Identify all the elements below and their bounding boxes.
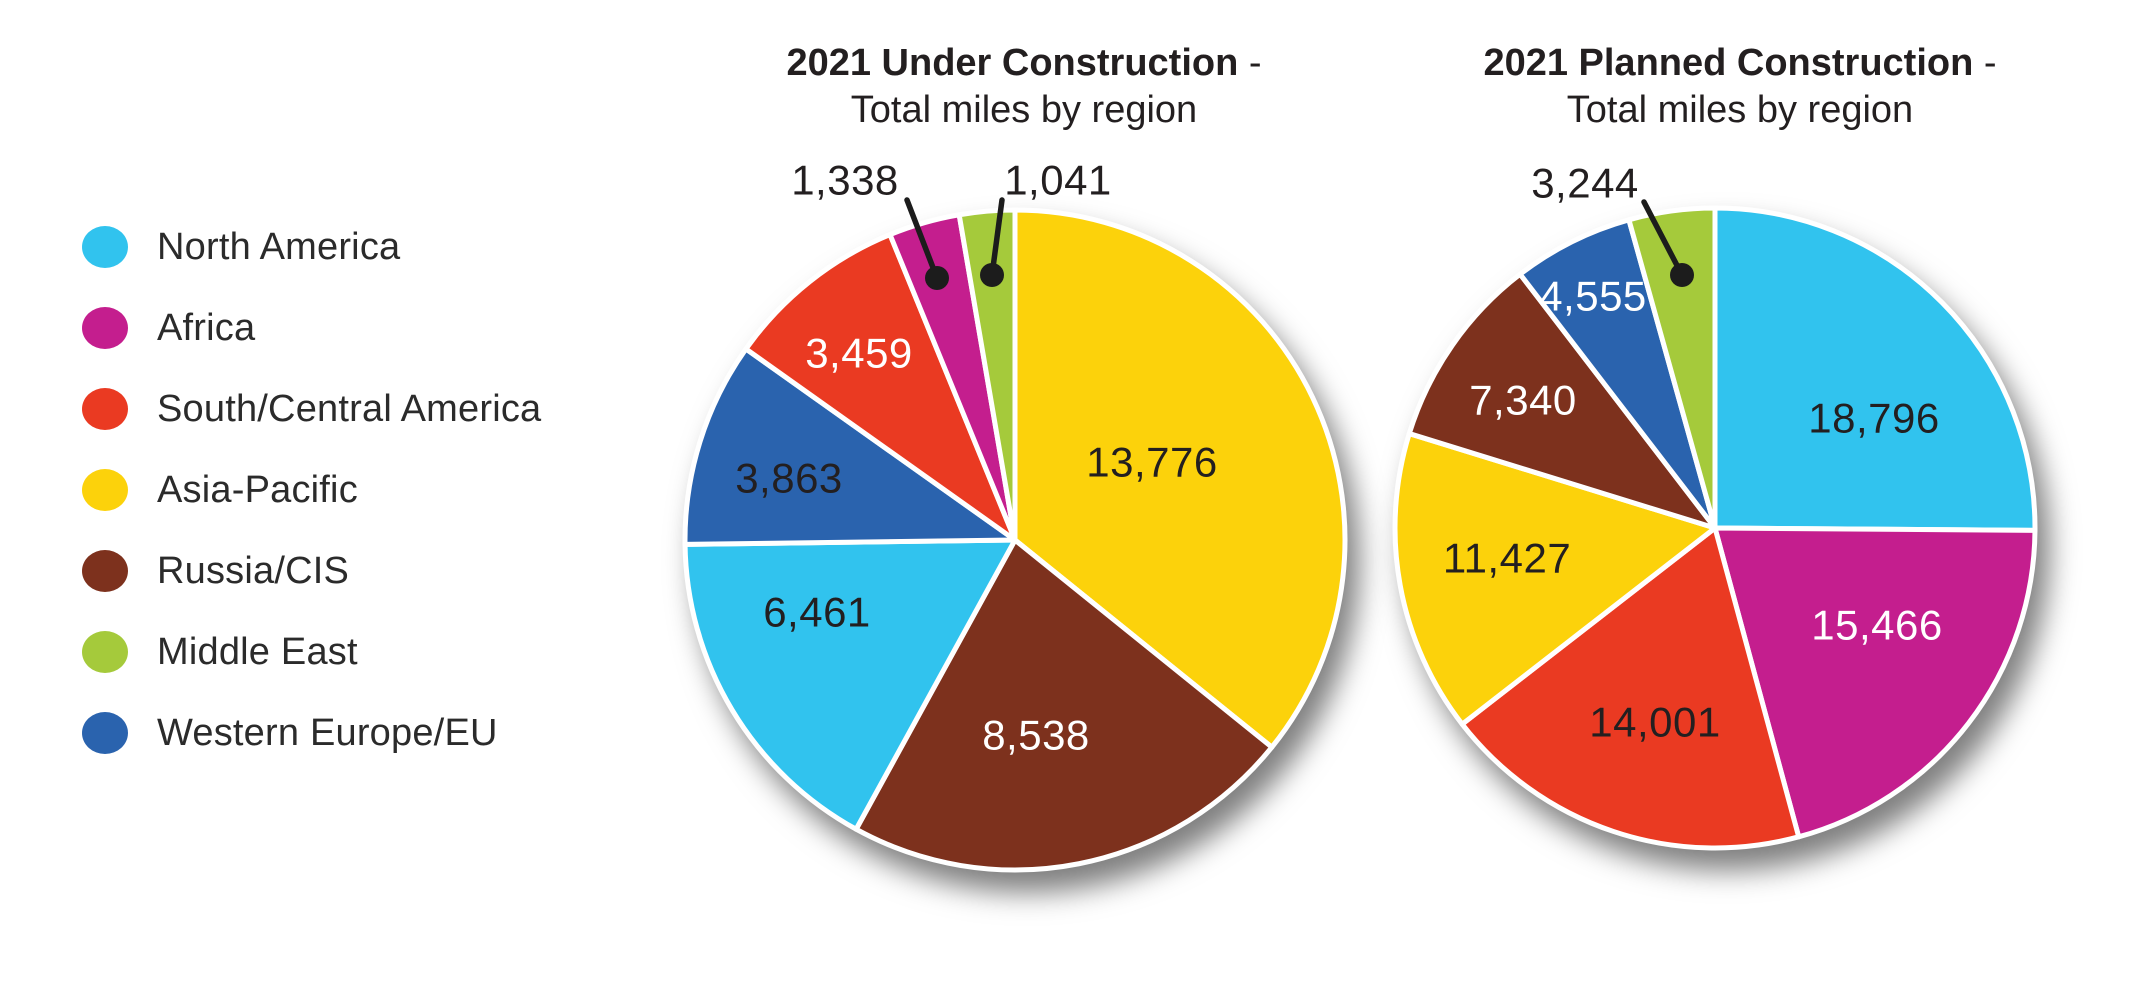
slice-value-label-middle-east: 3,244 (1531, 160, 1639, 207)
chart2-title-line1: 2021 Planned Construction - (1483, 42, 1997, 84)
legend-item-label: South/Central America (157, 387, 542, 430)
slice-value-label-africa: 1,338 (791, 157, 899, 204)
legend: North America Africa South/Central Ameri… (82, 224, 541, 791)
chart2-subtitle: Total miles by region (1566, 89, 1914, 131)
slice-value-label-asia-pacific: 11,427 (1443, 535, 1571, 582)
legend-item-middle-east: Middle East (82, 629, 541, 675)
chart1-subtitle: Total miles by region (850, 89, 1198, 131)
callout-dot-africa (925, 266, 949, 290)
pie-slice-russia-cis (853, 537, 1275, 873)
slice-value-label-russia-cis: 8,538 (982, 712, 1090, 759)
legend-color-dot-africa (82, 307, 128, 349)
slice-value-label-russia-cis: 7,340 (1469, 377, 1577, 424)
chart1-title-line1: 2021 Under Construction - (786, 42, 1262, 84)
legend-item-label: Asia-Pacific (157, 468, 358, 511)
legend-item-label: North America (157, 225, 401, 268)
slice-value-label-north-america: 18,796 (1808, 395, 1939, 442)
legend-item-western-europe-eu: Western Europe/EU (82, 710, 541, 756)
slice-value-label-north-america: 6,461 (763, 589, 871, 636)
pie-slice-south-central-america (1459, 525, 1802, 851)
pie-slice-middle-east (1626, 205, 1718, 531)
legend-color-dot-north-america (82, 226, 128, 268)
callout-line-middle-east (989, 197, 1005, 278)
legend-item-south-central-america: South/Central America (82, 386, 541, 432)
pie-slice-north-america (1712, 205, 2038, 533)
callout-dot-middle-east (980, 263, 1004, 287)
pie-slice-africa (1712, 525, 2038, 840)
callout-line-middle-east (1641, 199, 1685, 278)
legend-item-label: Africa (157, 306, 256, 349)
legend-item-russia-cis: Russia/CIS (82, 548, 541, 594)
legend-color-dot-asia-pacific (82, 469, 128, 511)
legend-item-label: Western Europe/EU (157, 711, 498, 754)
slice-value-label-western-europe-eu: 4,555 (1539, 273, 1647, 320)
pie-slice-middle-east (956, 207, 1018, 543)
pie-slice-asia-pacific (1392, 431, 1718, 727)
pie-2021-under-construction (682, 207, 1348, 873)
pie-slice-western-europe-eu (682, 346, 1018, 547)
legend-color-dot-western-europe-eu (82, 712, 128, 754)
chart2-title: 2021 Planned Construction - Total miles … (1360, 40, 2120, 134)
legend-item-africa: Africa (82, 305, 541, 351)
pie-labels-2021-under-construction: 13,776 8,538 6,461 3,863 3,459 1,338 1,041 (735, 157, 1217, 759)
slice-value-label-middle-east: 1,041 (1004, 157, 1112, 204)
slice-value-label-south-central-america: 3,459 (805, 330, 913, 377)
slice-value-label-africa: 15,466 (1811, 602, 1942, 649)
legend-color-dot-south-central-america (82, 388, 128, 430)
slice-value-label-south-central-america: 14,001 (1589, 699, 1720, 746)
legend-color-dot-middle-east (82, 631, 128, 673)
legend-item-label: Middle East (157, 630, 358, 673)
legend-item-label: Russia/CIS (157, 549, 350, 592)
legend-color-dot-russia-cis (82, 550, 128, 592)
chart1-title: 2021 Under Construction - Total miles by… (644, 40, 1404, 134)
pie-labels-2021-planned-construction: 18,796 15,466 14,001 11,427 7,340 4,555 3,244 (1443, 160, 1942, 746)
callout-line-africa (904, 197, 940, 281)
pie-2021-planned-construction (1392, 205, 2038, 851)
legend-item-north-america: North America (82, 224, 541, 270)
legend-item-asia-pacific: Asia-Pacific (82, 467, 541, 513)
callout-dot-middle-east (1670, 263, 1694, 287)
slice-value-label-asia-pacific: 13,776 (1086, 439, 1217, 486)
pie-slice-south-central-america (743, 232, 1018, 543)
pie-slice-north-america (682, 537, 1018, 832)
pie-slice-asia-pacific (1012, 207, 1348, 750)
pie-slice-russia-cis (1406, 271, 1718, 531)
slice-value-label-western-europe-eu: 3,863 (735, 455, 843, 502)
